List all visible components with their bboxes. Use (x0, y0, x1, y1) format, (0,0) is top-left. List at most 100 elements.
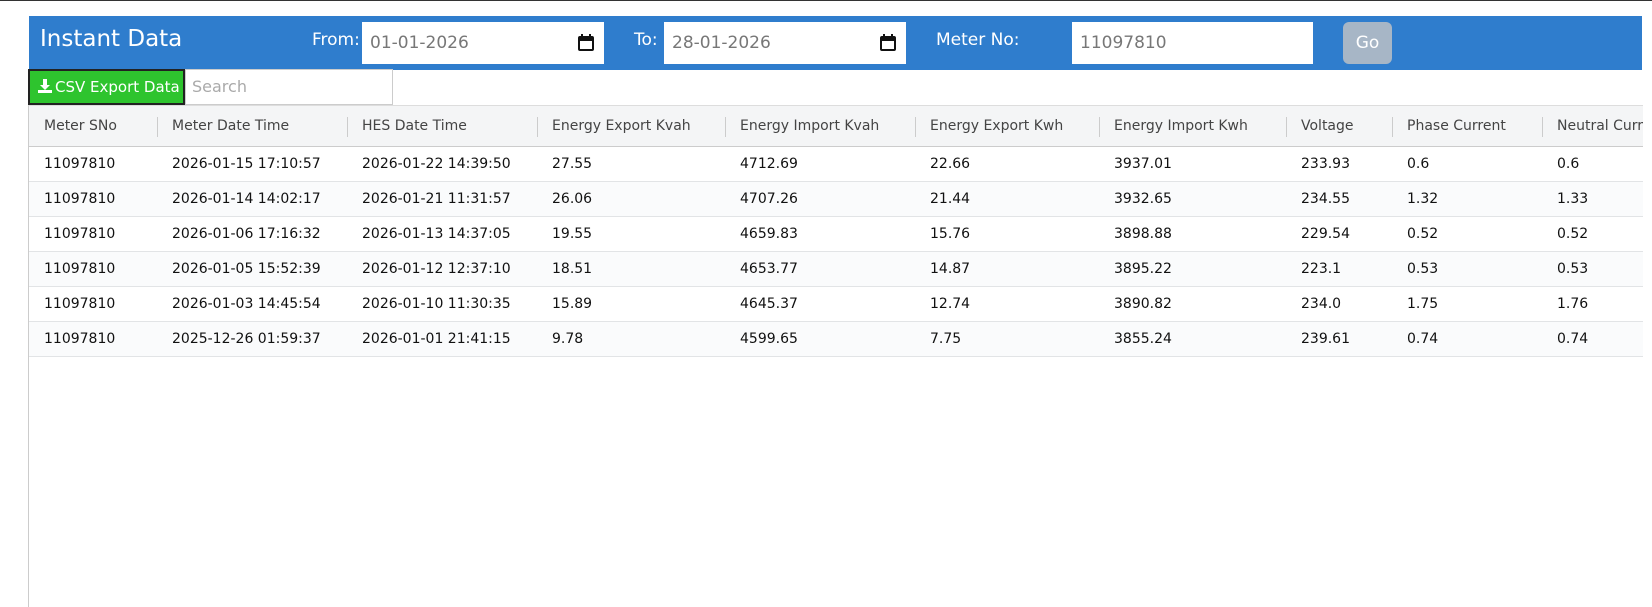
table-row: 11097810 2026-01-15 17:10:57 2026-01-22 14… (29, 146, 1643, 182)
table-cell: 4599.65 (725, 321, 915, 357)
table-cell: 27.55 (537, 146, 725, 182)
table-cell: 18.51 (537, 251, 725, 287)
table-cell: 3855.24 (1099, 321, 1286, 357)
column-header: Phase Current (1392, 106, 1542, 147)
table-cell: 4645.37 (725, 286, 915, 322)
meter-value: 11097810 (1080, 33, 1167, 53)
table-cell: 2026-01-01 21:41:15 (347, 321, 537, 357)
table-cell: 0.52 (1542, 216, 1643, 252)
to-label: To: (634, 30, 658, 50)
column-header-text: Energy Import Kvah (740, 118, 880, 134)
column-separator (1542, 117, 1543, 137)
table-cell: 4653.77 (725, 251, 915, 287)
go-button[interactable]: Go (1343, 22, 1392, 64)
top-border (0, 0, 1652, 1)
table-cell: 3898.88 (1099, 216, 1286, 252)
column-separator (347, 117, 348, 137)
table-cell: 4707.26 (725, 181, 915, 217)
table-cell: 11097810 (29, 216, 157, 252)
meter-input[interactable]: 11097810 (1072, 22, 1313, 64)
column-separator (915, 117, 916, 137)
table-cell: 223.1 (1286, 251, 1392, 287)
column-separator (1392, 117, 1393, 137)
table-cell: 2026-01-14 14:02:17 (157, 181, 347, 217)
column-separator (725, 117, 726, 137)
table-cell: 3890.82 (1099, 286, 1286, 322)
table-cell: 1.75 (1392, 286, 1542, 322)
csv-export-button[interactable]: CSV Export Data (28, 69, 185, 105)
table-cell: 22.66 (915, 146, 1099, 182)
table-cell: 14.87 (915, 251, 1099, 287)
column-header-text: Phase Current (1407, 118, 1506, 134)
table-cell: 4712.69 (725, 146, 915, 182)
table-cell: 0.53 (1542, 251, 1643, 287)
table-cell: 0.74 (1392, 321, 1542, 357)
table-cell: 2026-01-03 14:45:54 (157, 286, 347, 322)
from-date-value: 01-01-2026 (370, 33, 469, 53)
column-header: Energy Export Kwh (915, 106, 1099, 147)
column-separator (1099, 117, 1100, 137)
column-header: Meter SNo (29, 106, 157, 147)
table-row: 11097810 2026-01-05 15:52:39 2026-01-12 12… (29, 251, 1643, 287)
table-cell: 2026-01-22 14:39:50 (347, 146, 537, 182)
table-container: Meter SNo Meter Date Time HES Date Time Ene… (28, 105, 1643, 607)
table-cell: 2026-01-13 14:37:05 (347, 216, 537, 252)
column-header: HES Date Time (347, 106, 537, 147)
table-cell: 2026-01-06 17:16:32 (157, 216, 347, 252)
table-cell: 11097810 (29, 286, 157, 322)
table-cell: 3895.22 (1099, 251, 1286, 287)
table-cell: 9.78 (537, 321, 725, 357)
table-cell: 0.74 (1542, 321, 1643, 357)
column-header-text: Meter SNo (44, 118, 117, 134)
from-date-input[interactable]: 01-01-2026 (362, 22, 604, 64)
column-header: Meter Date Time (157, 106, 347, 147)
csv-export-text: CSV Export Data (55, 78, 180, 96)
column-header-text: Energy Import Kwh (1114, 118, 1248, 134)
table-cell: 12.74 (915, 286, 1099, 322)
to-date-input[interactable]: 28-01-2026 (664, 22, 906, 64)
table-cell: 1.76 (1542, 286, 1643, 322)
table-cell: 0.6 (1542, 146, 1643, 182)
column-header-text: Neutral Current (1557, 118, 1643, 134)
table-cell: 19.55 (537, 216, 725, 252)
table-cell: 15.89 (537, 286, 725, 322)
table-cell: 1.33 (1542, 181, 1643, 217)
column-header-text: Energy Export Kwh (930, 118, 1064, 134)
meter-label: Meter No: (936, 30, 1020, 50)
search-placeholder: Search (192, 77, 247, 96)
table-cell: 0.52 (1392, 216, 1542, 252)
column-header-text: Energy Export Kvah (552, 118, 691, 134)
column-header-text: HES Date Time (362, 118, 467, 134)
table-body: 11097810 2026-01-15 17:10:57 2026-01-22 14… (29, 146, 1643, 357)
table-cell: 2025-12-26 01:59:37 (157, 321, 347, 357)
table-cell: 2026-01-10 11:30:35 (347, 286, 537, 322)
table-cell: 11097810 (29, 146, 157, 182)
table-cell: 234.55 (1286, 181, 1392, 217)
column-header: Energy Import Kvah (725, 106, 915, 147)
calendar-icon (880, 34, 896, 51)
page-title: Instant Data (40, 26, 183, 52)
calendar-icon (578, 34, 594, 51)
table-cell: 233.93 (1286, 146, 1392, 182)
table-cell: 2026-01-15 17:10:57 (157, 146, 347, 182)
header-row: Meter SNo Meter Date Time HES Date Time Ene… (29, 106, 1643, 147)
column-separator (537, 117, 538, 137)
table-cell: 3937.01 (1099, 146, 1286, 182)
column-separator (1286, 117, 1287, 137)
table-cell: 239.61 (1286, 321, 1392, 357)
from-label: From: (312, 30, 360, 50)
table-cell: 7.75 (915, 321, 1099, 357)
table-cell: 0.53 (1392, 251, 1542, 287)
table-cell: 1.32 (1392, 181, 1542, 217)
column-header-text: Voltage (1301, 118, 1354, 134)
column-header: Neutral Current (1542, 106, 1643, 147)
column-separator (157, 117, 158, 137)
column-header: Energy Import Kwh (1099, 106, 1286, 147)
to-date-value: 28-01-2026 (672, 33, 771, 53)
search-input[interactable]: Search (185, 69, 393, 105)
table-cell: 4659.83 (725, 216, 915, 252)
table-cell: 26.06 (537, 181, 725, 217)
table-row: 11097810 2025-12-26 01:59:37 2026-01-01 21… (29, 321, 1643, 357)
table-cell: 229.54 (1286, 216, 1392, 252)
